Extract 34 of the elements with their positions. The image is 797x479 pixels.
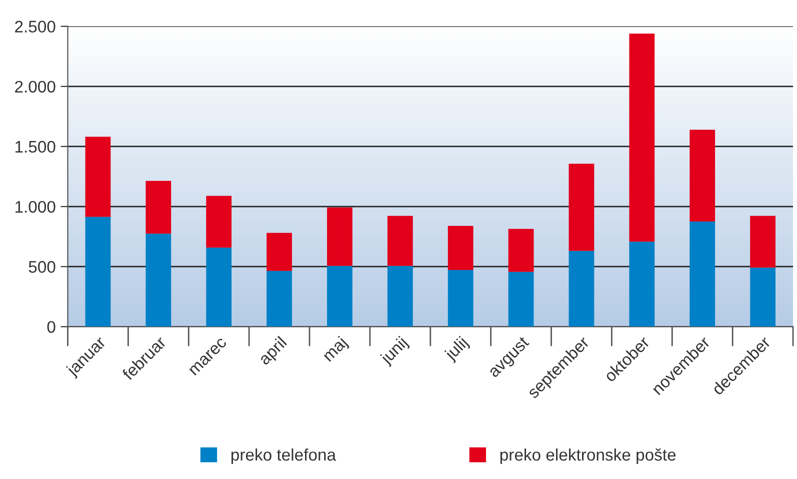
bar [387, 216, 413, 266]
y-tick-label: 2.000 [15, 80, 56, 93]
y-tick-label: 1.500 [16, 140, 56, 153]
bar [690, 222, 716, 327]
legend-label: preko telefona [231, 448, 336, 464]
bar [387, 266, 413, 327]
bar [206, 248, 232, 327]
bar [629, 34, 655, 242]
bar [629, 242, 655, 327]
bar [508, 272, 534, 327]
bar [448, 270, 474, 327]
legend-label: preko elektronske pošte [500, 448, 676, 464]
bar [85, 216, 111, 327]
bar [266, 232, 292, 271]
bar [448, 226, 474, 270]
bar [146, 180, 172, 234]
bar [750, 216, 776, 268]
y-tick-label: 500 [28, 261, 56, 273]
x-tick-label: julij [443, 336, 471, 364]
x-tick-label: maj [322, 336, 350, 364]
bar [327, 208, 352, 266]
bar [206, 196, 232, 248]
bar [266, 270, 292, 327]
y-tick-label: 1.000 [16, 200, 56, 213]
bar [508, 228, 534, 272]
bar [750, 268, 776, 327]
bar [690, 130, 716, 222]
bar [568, 250, 594, 327]
bar [568, 164, 594, 251]
bar [85, 136, 111, 217]
bar [146, 234, 172, 327]
bar [327, 266, 352, 327]
y-tick-label: 2.500 [15, 20, 56, 33]
y-tick-label: 0 [47, 321, 56, 333]
